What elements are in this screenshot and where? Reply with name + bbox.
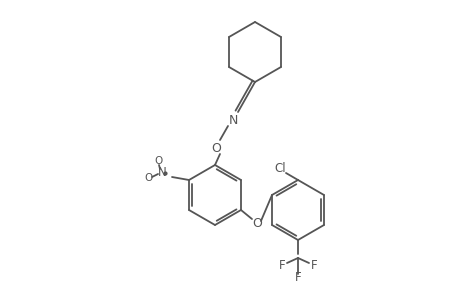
Text: O: O [144,173,152,183]
Text: F: F [278,260,285,272]
Text: Cl: Cl [274,161,285,175]
Text: N: N [228,113,237,127]
Text: O: O [211,142,220,154]
Text: F: F [310,260,317,272]
Text: N: N [157,167,166,179]
Text: F: F [294,272,301,284]
Text: O: O [252,218,261,230]
Text: O: O [154,156,162,166]
